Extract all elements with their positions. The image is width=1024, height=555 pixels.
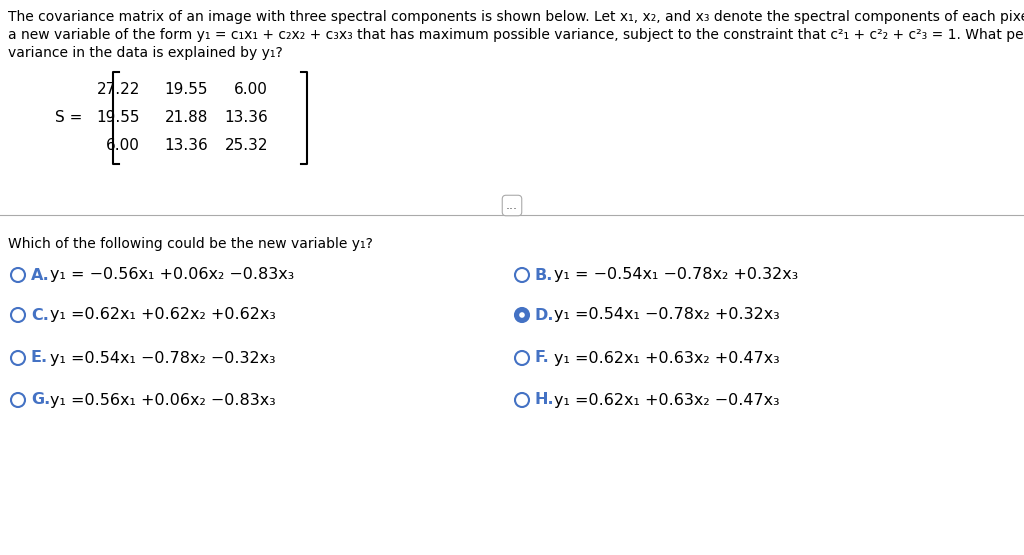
Text: y₁ =0.54x₁ −0.78x₂ −0.32x₃: y₁ =0.54x₁ −0.78x₂ −0.32x₃ (50, 351, 275, 366)
Text: 27.22: 27.22 (96, 83, 140, 98)
Text: D.: D. (535, 307, 555, 322)
Text: 13.36: 13.36 (224, 110, 268, 125)
Text: 19.55: 19.55 (165, 83, 208, 98)
Text: y₁ =0.56x₁ +0.06x₂ −0.83x₃: y₁ =0.56x₁ +0.06x₂ −0.83x₃ (50, 392, 275, 407)
Text: 6.00: 6.00 (106, 139, 140, 154)
Text: y₁ =0.62x₁ +0.63x₂ −0.47x₃: y₁ =0.62x₁ +0.63x₂ −0.47x₃ (554, 392, 779, 407)
Text: y₁ =0.62x₁ +0.62x₂ +0.62x₃: y₁ =0.62x₁ +0.62x₂ +0.62x₃ (50, 307, 275, 322)
Text: 21.88: 21.88 (165, 110, 208, 125)
Text: H.: H. (535, 392, 555, 407)
Text: 6.00: 6.00 (234, 83, 268, 98)
Text: B.: B. (535, 268, 553, 282)
Text: Which of the following could be the new variable y₁?: Which of the following could be the new … (8, 237, 373, 251)
Text: The covariance matrix of an image with three spectral components is shown below.: The covariance matrix of an image with t… (8, 10, 1024, 24)
Text: C.: C. (31, 307, 49, 322)
Text: y₁ =0.62x₁ +0.63x₂ +0.47x₃: y₁ =0.62x₁ +0.63x₂ +0.47x₃ (554, 351, 779, 366)
Circle shape (519, 312, 524, 318)
Text: 13.36: 13.36 (164, 139, 208, 154)
Text: a new variable of the form y₁ = c₁x₁ + c₂x₂ + c₃x₃ that has maximum possible var: a new variable of the form y₁ = c₁x₁ + c… (8, 28, 1024, 42)
Text: y₁ =0.54x₁ −0.78x₂ +0.32x₃: y₁ =0.54x₁ −0.78x₂ +0.32x₃ (554, 307, 779, 322)
Text: S =: S = (55, 110, 82, 125)
Circle shape (515, 308, 529, 322)
Text: F.: F. (535, 351, 550, 366)
Text: E.: E. (31, 351, 48, 366)
Text: y₁ = −0.54x₁ −0.78x₂ +0.32x₃: y₁ = −0.54x₁ −0.78x₂ +0.32x₃ (554, 268, 799, 282)
Text: A.: A. (31, 268, 50, 282)
Text: 19.55: 19.55 (96, 110, 140, 125)
Text: y₁ = −0.56x₁ +0.06x₂ −0.83x₃: y₁ = −0.56x₁ +0.06x₂ −0.83x₃ (50, 268, 294, 282)
Text: ...: ... (506, 199, 518, 212)
Text: 25.32: 25.32 (224, 139, 268, 154)
Text: G.: G. (31, 392, 50, 407)
Text: variance in the data is explained by y₁?: variance in the data is explained by y₁? (8, 46, 283, 60)
